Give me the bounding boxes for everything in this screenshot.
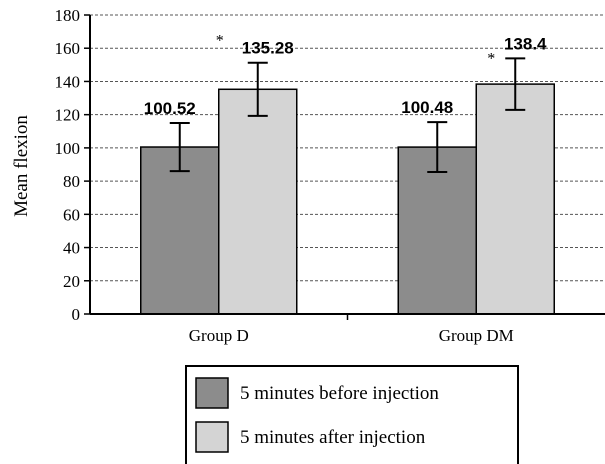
legend-swatch-after <box>195 421 229 453</box>
data-labels: 100.52 135.28 * 100.48 138.4 * <box>144 33 547 118</box>
legend-label-after: 5 minutes after injection <box>240 427 426 448</box>
axes: 0 20 40 60 80 100 120 140 160 180 Group D Group DM <box>55 6 605 345</box>
y-axis-title: Mean flexion <box>11 115 32 217</box>
y-tick-label: 100 <box>55 139 81 158</box>
legend-box <box>185 365 519 464</box>
legend: 5 minutes before injection 5 minutes afte… <box>185 365 519 464</box>
y-tick-label: 160 <box>55 39 81 58</box>
significance-star: * <box>216 33 224 50</box>
y-tick-label: 0 <box>72 305 81 324</box>
y-tick-label: 20 <box>63 272 80 291</box>
significance-star: * <box>487 50 495 67</box>
data-label: 135.28 <box>242 39 294 58</box>
legend-swatch-before <box>195 377 229 409</box>
bar-after <box>475 83 555 315</box>
data-label: 100.52 <box>144 99 196 118</box>
y-tick-label: 60 <box>63 205 80 224</box>
legend-label-before: 5 minutes before injection <box>240 383 439 404</box>
data-label: 138.4 <box>504 34 547 53</box>
y-tick-label: 120 <box>55 106 81 125</box>
x-tick-label: Group D <box>189 326 249 345</box>
y-tick-label: 40 <box>63 239 80 258</box>
error-bars <box>169 57 526 174</box>
y-tick-label: 180 <box>55 6 81 25</box>
data-label: 100.48 <box>401 98 453 117</box>
x-tick-label: Group DM <box>439 326 514 345</box>
y-tick-label: 80 <box>63 172 80 191</box>
y-tick-label: 140 <box>55 72 81 91</box>
bars <box>140 83 555 315</box>
bar-after <box>218 88 298 315</box>
